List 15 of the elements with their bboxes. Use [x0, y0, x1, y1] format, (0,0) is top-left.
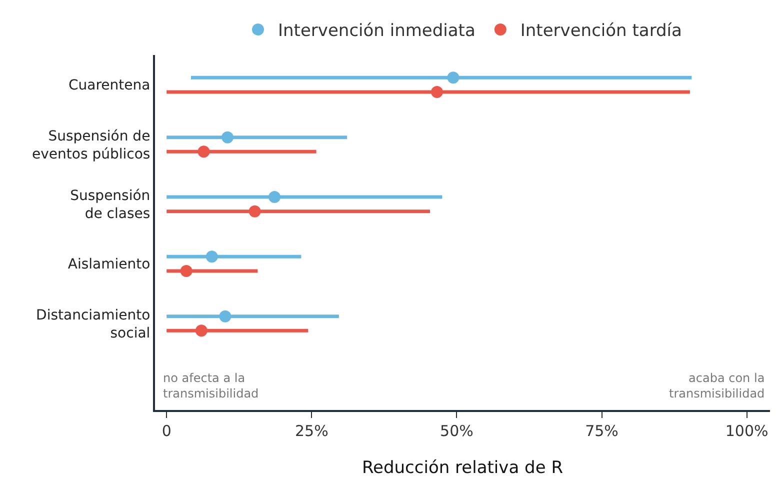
- legend-label: Intervención tardía: [520, 21, 682, 42]
- x-tick-label: 75%: [585, 422, 618, 440]
- y-tick-label: Suspensión de clases: [70, 188, 150, 222]
- y-tick-label: Distanciamiento social: [36, 307, 150, 342]
- text: no afecta a la transmisibilidad: [163, 371, 259, 401]
- x-tick-label: 0: [162, 422, 172, 440]
- x-tick-label: 25%: [294, 422, 328, 440]
- x-tick-label: 50%: [440, 422, 474, 440]
- x-tick-label: 100%: [725, 422, 768, 440]
- x-axis-title: Reducción relativa de R: [362, 458, 564, 478]
- legend-label: Intervención inmediata: [278, 21, 476, 42]
- text: acaba con la transmisibilidad: [669, 371, 765, 401]
- y-tick-label: Suspensión de eventos públicos: [32, 128, 150, 162]
- y-tick-label: Aislamiento: [68, 256, 150, 273]
- y-tick-label: Cuarentena: [68, 78, 150, 94]
